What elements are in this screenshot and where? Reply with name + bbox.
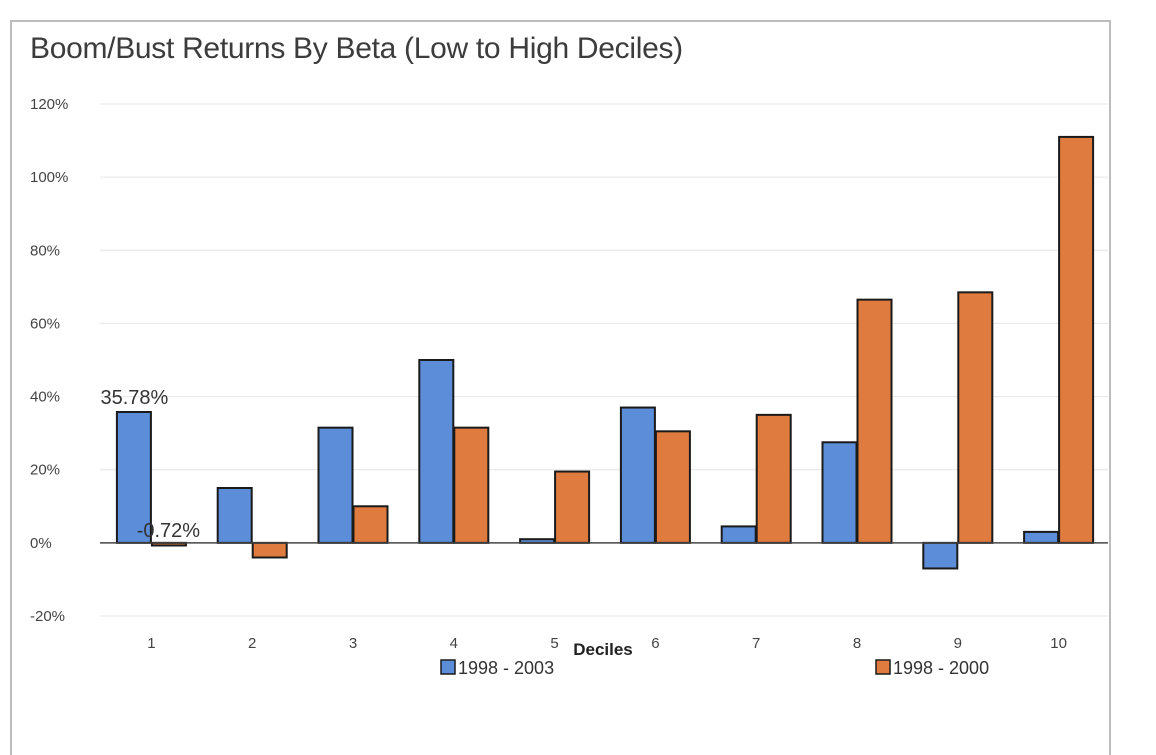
- y-tick-label: 0%: [30, 535, 52, 552]
- bar-series-1-decile-6: [619, 406, 656, 544]
- x-tick-label: 8: [853, 635, 861, 652]
- x-tick-label: 7: [752, 635, 760, 652]
- y-tick-label: 60%: [30, 315, 60, 332]
- bars: [115, 135, 1095, 570]
- x-axis-title: Deciles: [573, 640, 633, 659]
- bar-series-1-decile-8: [821, 441, 858, 544]
- bar-series-2-decile-2: [251, 541, 288, 559]
- x-tick-label: 9: [954, 635, 962, 652]
- bar-series-2-decile-8: [856, 298, 893, 544]
- bar-series-2-decile-9: [957, 291, 994, 544]
- data-label: 35.78%: [100, 387, 168, 409]
- bar-series-1-decile-3: [317, 426, 354, 544]
- x-tick-label: 2: [248, 635, 256, 652]
- y-tick-label: 100%: [30, 169, 68, 186]
- y-tick-label: 80%: [30, 242, 60, 259]
- legend-swatch: [875, 659, 891, 675]
- x-tick-label: 4: [450, 635, 458, 652]
- y-tick-label: 120%: [30, 96, 68, 113]
- y-tick-label: 20%: [30, 462, 60, 479]
- bar-series-1-decile-4: [418, 359, 455, 544]
- x-tick-label: 3: [349, 635, 357, 652]
- y-tick-label: -20%: [30, 608, 65, 625]
- bar-series-2-decile-10: [1058, 135, 1095, 544]
- bar-series-2-decile-3: [352, 505, 389, 544]
- bar-series-2-decile-4: [453, 426, 490, 544]
- bar-series-1-decile-7: [720, 525, 757, 544]
- legend-label: 1998 - 2003: [458, 658, 554, 678]
- bar-series-2-decile-5: [554, 470, 591, 544]
- bar-series-2-decile-7: [755, 413, 792, 544]
- bar-series-1-decile-1: [115, 411, 152, 544]
- x-tick-label: 6: [651, 635, 659, 652]
- y-tick-labels: -20% 0% 20% 40% 60% 80% 100% 120%: [30, 96, 68, 625]
- bar-series-2-decile-6: [654, 430, 691, 544]
- bar-series-1-decile-10: [1023, 530, 1060, 544]
- legend-swatch: [440, 659, 456, 675]
- x-tick-labels: 1 2 3 4 5 6 7 8 9 10: [147, 635, 1067, 652]
- x-tick-label: 10: [1050, 635, 1067, 652]
- legend: 1998 - 2003 1998 - 2000: [440, 658, 989, 678]
- bar-series-1-decile-2: [216, 487, 253, 544]
- y-tick-label: 40%: [30, 389, 60, 406]
- data-labels: 35.78% -0.72%: [100, 387, 200, 542]
- x-tick-label: 1: [147, 635, 155, 652]
- legend-label: 1998 - 2000: [893, 658, 989, 678]
- bar-series-1-decile-9: [922, 541, 959, 570]
- data-label: -0.72%: [137, 520, 201, 542]
- chart-title: Boom/Bust Returns By Beta (Low to High D…: [30, 32, 683, 65]
- chart-frame: [10, 20, 1111, 755]
- x-tick-label: 5: [550, 635, 558, 652]
